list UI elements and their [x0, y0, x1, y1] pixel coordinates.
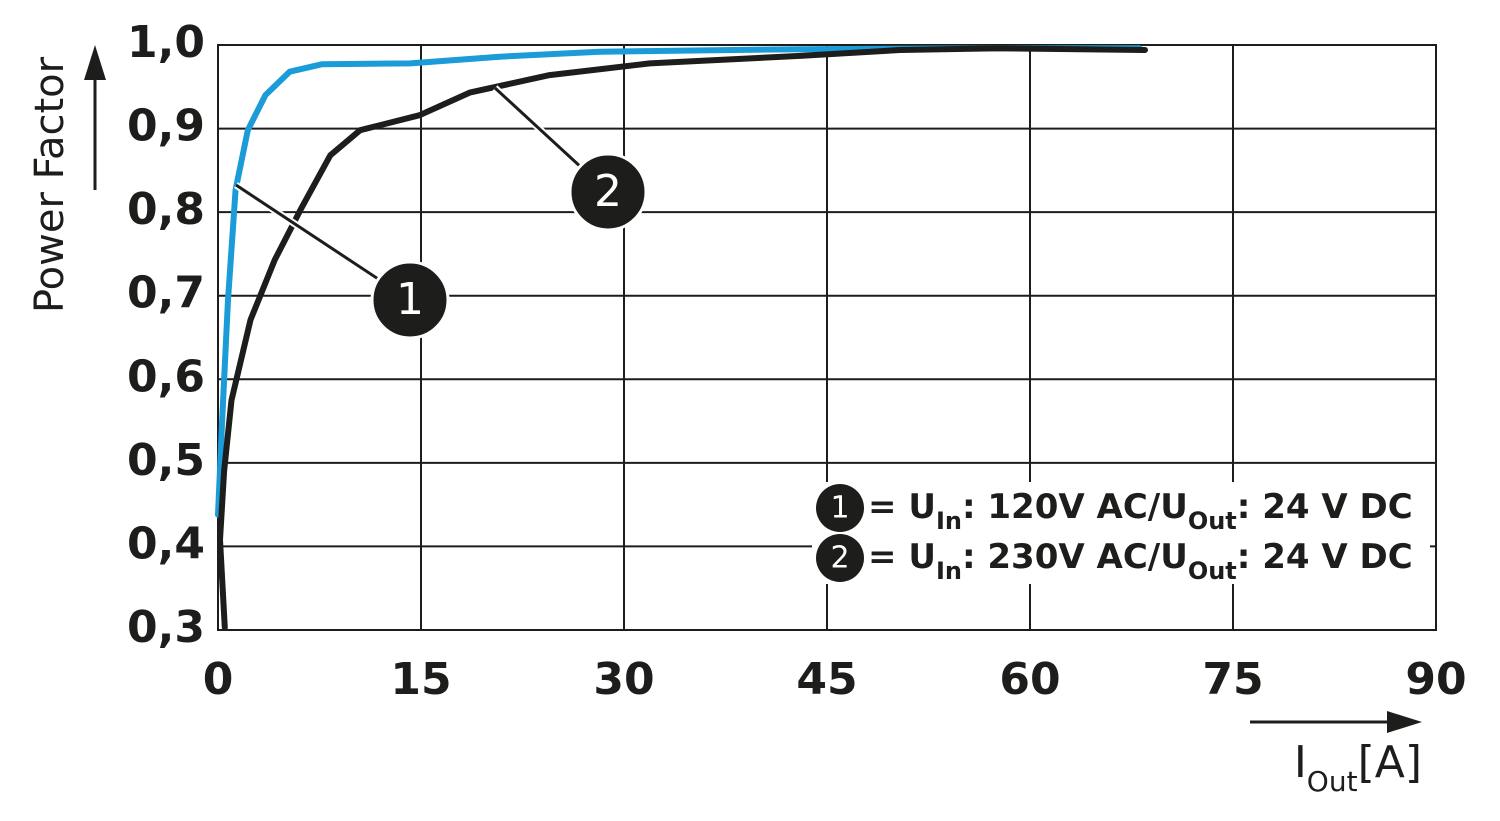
callout-circle [568, 152, 648, 232]
y-tick-label: 0,4 [127, 518, 205, 569]
series-line [217, 45, 1148, 631]
x-tick-label: 0 [203, 654, 234, 705]
callout-circle [370, 260, 450, 340]
x-label-unit: [A] [1358, 737, 1422, 788]
legend-bg [812, 482, 1430, 534]
x-tick-label: 90 [1405, 654, 1466, 705]
y-axis-arrow-head [84, 45, 106, 80]
legend-part: : 230V AC/U [962, 537, 1188, 577]
x-axis-label: IOut[A] [1294, 737, 1422, 798]
legend-marker [816, 534, 864, 582]
legend-sub: In [936, 557, 962, 585]
y-tick-label: 0,5 [127, 435, 205, 486]
legend-part: : 24 V DC [1237, 487, 1413, 527]
x-tick-label: 15 [390, 654, 451, 705]
y-tick-label: 0,8 [127, 184, 205, 235]
legend-text: = UIn: 230V AC/UOut: 24 V DC [868, 537, 1413, 586]
x-tick-label: 45 [796, 654, 857, 705]
x-tick-label: 75 [1202, 654, 1263, 705]
y-tick-label: 1,0 [127, 17, 205, 68]
legend-text: = UIn: 120V AC/UOut: 24 V DC [868, 487, 1413, 536]
x-tick-label: 60 [999, 654, 1060, 705]
x-axis-arrow-head [1387, 711, 1422, 733]
legend-part: = U [868, 487, 936, 527]
y-tick-label: 0,7 [127, 268, 205, 319]
callout-label: 2 [594, 166, 622, 217]
callout-label: 1 [396, 274, 424, 325]
x-label-sub: Out [1307, 765, 1358, 798]
y-tick-label: 0,6 [127, 351, 205, 402]
legend-part: : 120V AC/U [962, 487, 1188, 527]
legend-marker-label: 2 [830, 541, 849, 576]
y-tick-label: 0,3 [127, 602, 205, 653]
plot-border [217, 44, 1437, 631]
y-axis-label: Power Factor [27, 56, 73, 313]
legend-marker-label: 1 [830, 491, 849, 526]
x-tick-label: 30 [593, 654, 654, 705]
y-tick-label: 0,9 [127, 101, 205, 152]
legend-sub: Out [1188, 557, 1237, 585]
x-label-main: I [1294, 737, 1307, 788]
legend-bg [812, 532, 1430, 584]
series-line [215, 45, 1143, 518]
legend-sub: Out [1188, 507, 1237, 535]
legend-marker [816, 484, 864, 532]
legend-sub: In [936, 507, 962, 535]
legend-part: : 24 V DC [1237, 537, 1413, 577]
legend-part: = U [868, 537, 936, 577]
